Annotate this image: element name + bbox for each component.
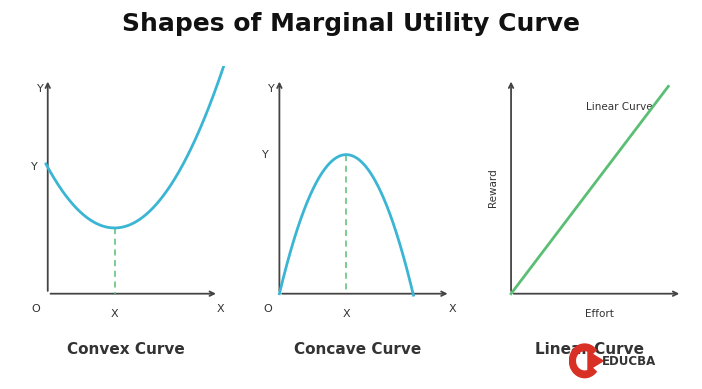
Polygon shape bbox=[588, 352, 603, 370]
Text: X: X bbox=[343, 309, 350, 319]
Text: Y: Y bbox=[37, 84, 44, 94]
Text: Convex Curve: Convex Curve bbox=[67, 342, 185, 357]
Text: O: O bbox=[263, 304, 272, 314]
Text: X: X bbox=[111, 309, 119, 319]
Text: Linear Curve: Linear Curve bbox=[586, 102, 652, 112]
Text: X: X bbox=[217, 304, 225, 314]
Text: X: X bbox=[449, 304, 456, 314]
Text: Y: Y bbox=[31, 162, 37, 172]
Text: Effort: Effort bbox=[585, 309, 614, 319]
Text: EDUCBA: EDUCBA bbox=[602, 355, 656, 368]
Text: Shapes of Marginal Utility Curve: Shapes of Marginal Utility Curve bbox=[122, 12, 580, 36]
Text: Y: Y bbox=[268, 84, 275, 94]
Text: O: O bbox=[32, 304, 40, 314]
Text: Y: Y bbox=[263, 150, 269, 159]
Text: Linear Curve: Linear Curve bbox=[535, 342, 644, 357]
Wedge shape bbox=[569, 344, 596, 378]
Text: Reward: Reward bbox=[489, 168, 498, 207]
Text: Concave Curve: Concave Curve bbox=[294, 342, 422, 357]
